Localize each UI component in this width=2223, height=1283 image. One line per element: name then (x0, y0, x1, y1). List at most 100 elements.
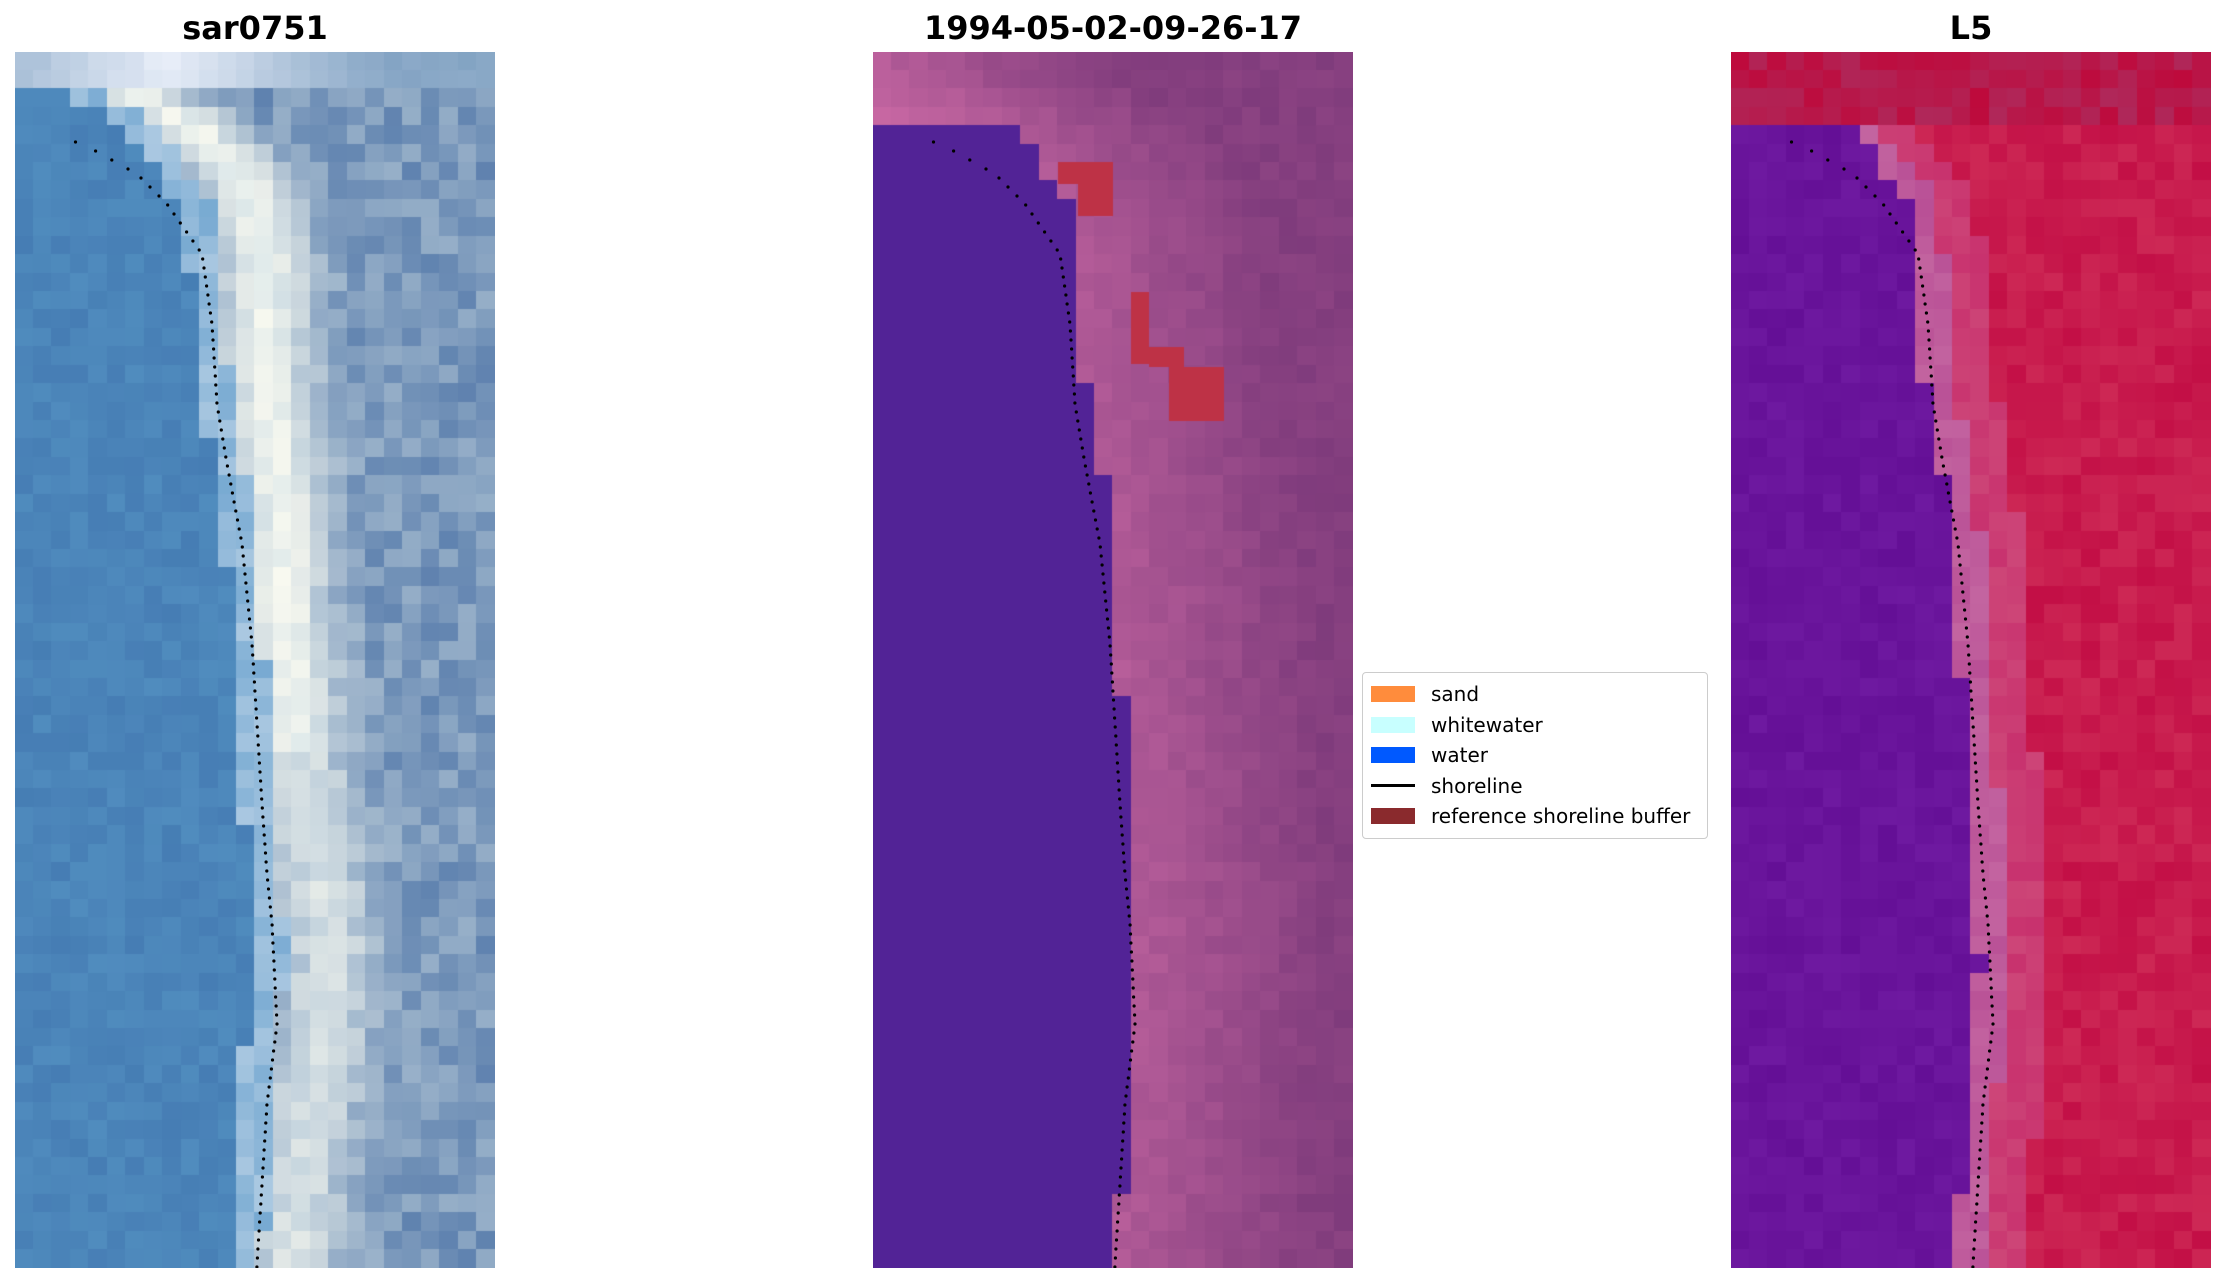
shoreline-dot (227, 473, 231, 477)
shoreline-dot (271, 950, 275, 954)
shoreline-dot (1982, 1094, 1986, 1098)
shoreline-dot (1969, 698, 1974, 702)
shoreline-dot (208, 311, 212, 315)
shoreline-dot (1118, 797, 1122, 801)
shoreline-dot (1976, 1184, 1980, 1188)
shoreline-dot (1977, 1166, 1981, 1170)
shoreline-dot (1132, 1004, 1136, 1008)
shoreline-dot (1133, 1013, 1137, 1017)
shoreline-dot (244, 581, 248, 585)
shoreline-dot (1979, 842, 1983, 846)
shoreline-dot (1982, 887, 1987, 891)
shoreline-dot (1118, 1175, 1122, 1179)
shoreline-dot (1965, 635, 1969, 639)
shoreline-dot (1114, 1238, 1119, 1242)
shoreline-dot (1059, 257, 1063, 261)
shoreline-dot (275, 1022, 279, 1026)
shoreline-dot (273, 1040, 277, 1044)
shoreline-dot (1972, 1247, 1976, 1251)
shoreline-dot (1099, 554, 1103, 558)
shoreline-dot (1130, 968, 1134, 972)
shoreline-dot (1974, 1220, 1978, 1224)
panel-title-classified: 1994-05-02-09-26-17 (923, 9, 1303, 47)
shoreline-dot (1945, 482, 1949, 486)
shoreline-dot (1960, 581, 1964, 585)
shoreline-dot (1068, 320, 1072, 324)
shoreline-dot (1975, 779, 1979, 783)
shoreline-dot (1980, 860, 1984, 864)
shoreline-dot (1117, 1193, 1121, 1197)
legend-item-reference-buffer: reference shoreline buffer (1371, 801, 1699, 832)
shoreline-dot (260, 1184, 264, 1188)
shoreline-dot (1963, 617, 1968, 621)
shoreline-dot (73, 140, 78, 144)
shoreline-dot (1988, 959, 1992, 963)
shoreline-dot (1103, 590, 1107, 594)
shoreline-dot (247, 617, 252, 621)
shoreline-dot (1937, 437, 1941, 441)
shoreline-dot (1923, 302, 1927, 306)
shoreline-dot (258, 770, 262, 774)
rgb-image-panel (15, 52, 495, 1268)
shoreline-dot (272, 968, 276, 972)
shoreline-dot (260, 1175, 264, 1179)
shoreline-dot (268, 1076, 272, 1080)
shoreline-dot (1958, 563, 1962, 567)
shoreline-dot (219, 428, 223, 432)
shoreline-dot (1990, 1004, 1994, 1008)
shoreline-dot (1131, 1040, 1135, 1044)
shoreline-overlay (73, 140, 279, 1268)
shoreline-dot (139, 176, 143, 180)
shoreline-dot (1959, 572, 1963, 576)
shoreline-dot (1107, 635, 1111, 639)
shoreline-dot (1943, 473, 1947, 477)
shoreline-dot (1073, 401, 1077, 405)
shoreline-dot (1082, 455, 1086, 459)
shoreline-dot (1978, 1148, 1982, 1152)
shoreline-dot (1006, 185, 1010, 189)
shoreline-dot (1985, 914, 1989, 918)
shoreline-dot (1981, 1103, 1985, 1107)
shoreline-dot (1119, 1166, 1123, 1170)
shoreline-dot (1113, 1265, 1117, 1268)
shoreline-dot (239, 536, 243, 540)
shoreline-dot (260, 806, 264, 810)
index-image (1731, 52, 2211, 1268)
shoreline-dot (1126, 1076, 1130, 1080)
shoreline-dot (1873, 194, 1877, 198)
shoreline-dot (210, 320, 214, 324)
shoreline-dot (1979, 1130, 1983, 1134)
shoreline-dot (1063, 284, 1067, 288)
shoreline-dot (1971, 725, 1975, 729)
shoreline-dot (1129, 950, 1133, 954)
shoreline-dot (273, 986, 277, 990)
shoreline-dot (1125, 896, 1129, 900)
shoreline-dot (1986, 923, 1990, 927)
shoreline-dot (1101, 572, 1105, 576)
shoreline-dot (261, 815, 265, 819)
shoreline-dot (1953, 527, 1957, 531)
shoreline-dot (1919, 275, 1923, 279)
panel-title-index: L5 (1949, 9, 1993, 47)
shoreline-dot (1975, 788, 1979, 792)
shoreline-dot (1972, 734, 1976, 738)
shoreline-dot (1132, 1031, 1136, 1035)
shoreline-dot (1118, 806, 1122, 810)
shoreline-dot (1071, 374, 1075, 378)
shoreline-dot (250, 644, 254, 648)
shoreline-dot (1976, 806, 1980, 810)
whitewater-swatch (1371, 716, 1415, 733)
shoreline-dot (1955, 536, 1959, 540)
shoreline-dot (1117, 788, 1121, 792)
shoreline-dot (205, 284, 209, 288)
shoreline-dot (247, 608, 251, 612)
shoreline-dot (1921, 284, 1925, 288)
shoreline-dot (1085, 473, 1089, 477)
shoreline-dot (213, 365, 217, 369)
shoreline-dot (1928, 356, 1932, 360)
shoreline-dot (1076, 419, 1080, 423)
shoreline-dot (1132, 995, 1136, 999)
shoreline-dot (1978, 1157, 1982, 1161)
shoreline-dot (1079, 437, 1083, 441)
shoreline-dot (249, 635, 253, 639)
